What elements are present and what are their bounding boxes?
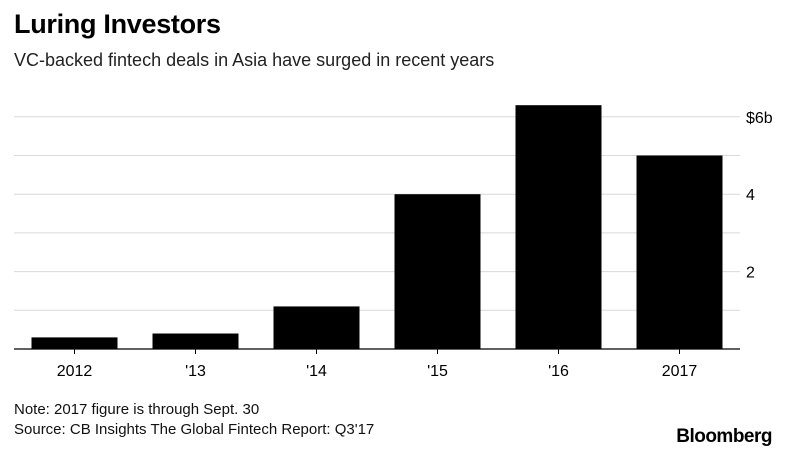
bar bbox=[273, 306, 360, 349]
x-tick-label: '16 bbox=[548, 363, 569, 380]
source-note: Source: CB Insights The Global Fintech R… bbox=[14, 421, 375, 438]
brand-logo: Bloomberg bbox=[676, 426, 772, 447]
y-tick-label: 2 bbox=[746, 265, 755, 282]
footnote: Note: 2017 figure is through Sept. 30 bbox=[14, 401, 260, 418]
bar bbox=[31, 337, 118, 349]
bar bbox=[152, 333, 239, 349]
y-tick-label: 4 bbox=[746, 187, 755, 204]
bar bbox=[394, 194, 481, 349]
chart-title: Luring Investors bbox=[14, 9, 221, 39]
x-tick-label: '14 bbox=[306, 363, 327, 380]
x-tick-label: 2012 bbox=[57, 363, 93, 380]
bar bbox=[636, 155, 723, 349]
x-tick-label: '13 bbox=[185, 363, 206, 380]
chart-subtitle: VC-backed fintech deals in Asia have sur… bbox=[14, 50, 495, 70]
y-tick-label: $6b bbox=[746, 110, 773, 127]
x-tick-label: '15 bbox=[427, 363, 448, 380]
x-tick-label: 2017 bbox=[662, 363, 698, 380]
bar bbox=[515, 105, 602, 349]
